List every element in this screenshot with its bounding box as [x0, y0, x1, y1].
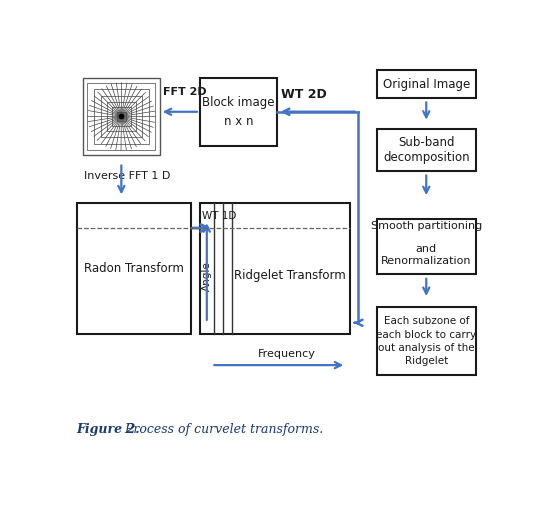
Text: Smooth partitioning

and
Renormalization: Smooth partitioning and Renormalization: [371, 221, 482, 266]
Bar: [101, 96, 142, 137]
Text: WT 1D: WT 1D: [202, 211, 236, 221]
Bar: [377, 129, 476, 171]
Text: Sub-band
decomposition: Sub-band decomposition: [383, 136, 470, 164]
Text: Figure 2.: Figure 2.: [77, 423, 140, 435]
Text: Angle: Angle: [202, 262, 212, 292]
Bar: [200, 78, 277, 146]
Text: Ridgelet Transform: Ridgelet Transform: [234, 269, 346, 281]
Bar: [377, 70, 476, 98]
Bar: [200, 203, 350, 334]
Bar: [94, 89, 149, 144]
Text: Frequency: Frequency: [258, 348, 315, 359]
Text: WT 2D: WT 2D: [281, 88, 326, 101]
Text: Block image
n x n: Block image n x n: [202, 96, 275, 128]
Text: Radon Transform: Radon Transform: [84, 262, 183, 275]
Bar: [77, 203, 190, 334]
Text: Process of curvelet transforms.: Process of curvelet transforms.: [121, 423, 324, 435]
Text: Each subzone of
each block to carry
out analysis of the
Ridgelet: Each subzone of each block to carry out …: [376, 316, 476, 366]
Bar: [107, 102, 136, 131]
Bar: [88, 82, 155, 150]
Text: Original Image: Original Image: [382, 78, 470, 90]
Text: FFT 2D: FFT 2D: [163, 87, 207, 97]
Bar: [83, 78, 160, 155]
Bar: [377, 307, 476, 375]
Bar: [117, 112, 126, 121]
Bar: [112, 107, 130, 125]
Bar: [377, 219, 476, 274]
Text: Inverse FFT 1 D: Inverse FFT 1 D: [84, 172, 170, 181]
